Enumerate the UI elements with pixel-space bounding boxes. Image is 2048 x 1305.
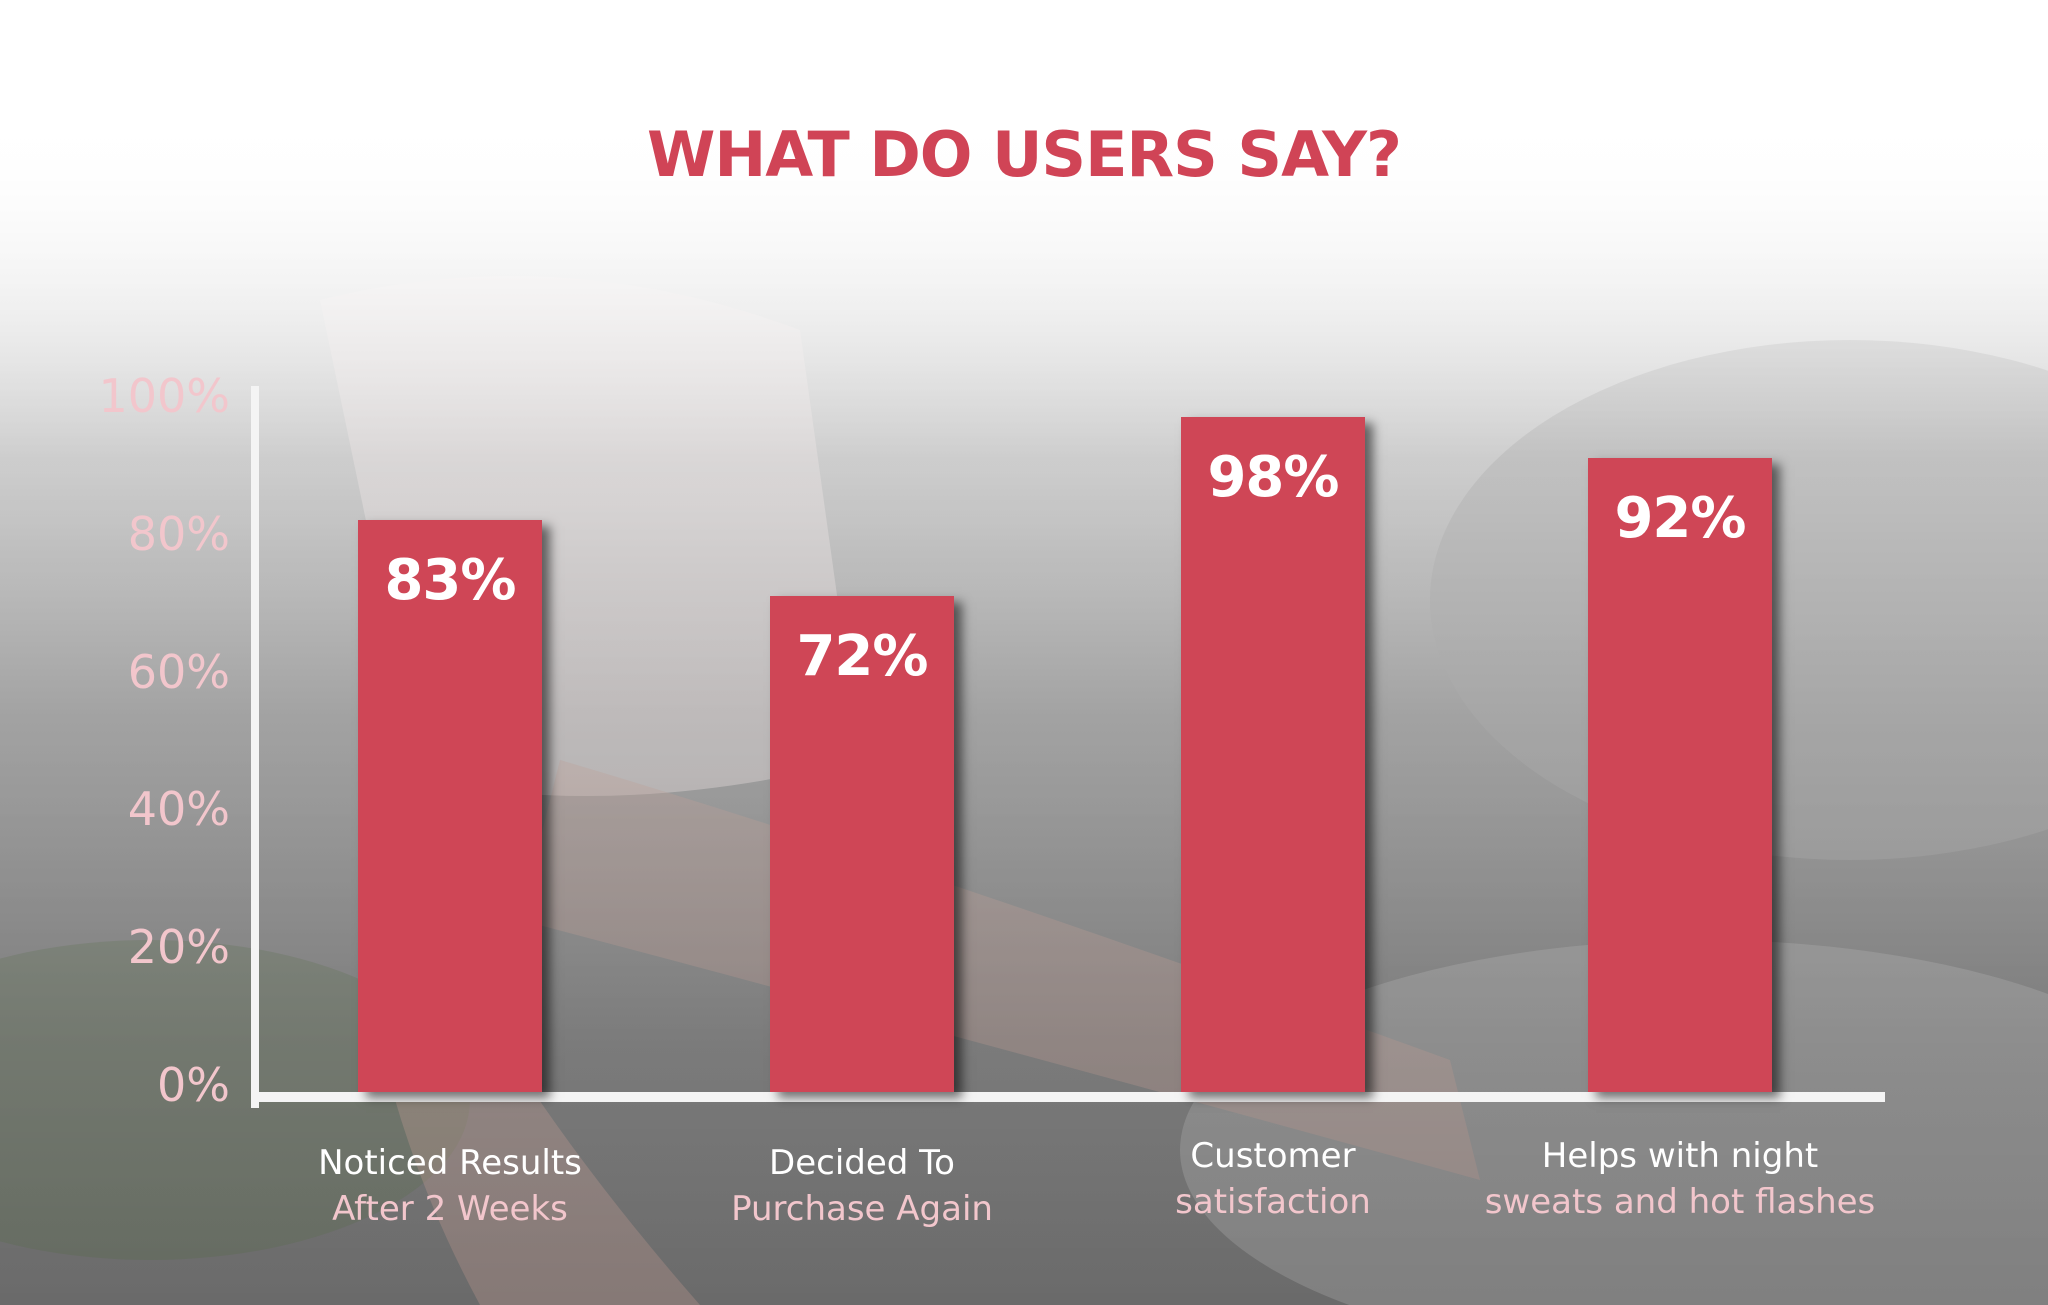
- category-label-line1: Noticed Results: [318, 1143, 582, 1183]
- y-tick-label: 100%: [98, 369, 230, 423]
- chart-title: WHAT DO USERS SAY?: [647, 118, 1402, 191]
- y-tick-label: 60%: [127, 644, 230, 699]
- y-tick-label: 20%: [127, 920, 230, 975]
- category-label-line2: Purchase Again: [731, 1189, 993, 1229]
- y-tick-label: 0%: [157, 1058, 230, 1112]
- category-label-line2: After 2 Weeks: [332, 1189, 568, 1229]
- bar-value-label: 72%: [796, 623, 928, 689]
- category-label-line2: satisfaction: [1175, 1182, 1371, 1222]
- category-label: Customer satisfaction: [1053, 1133, 1493, 1225]
- category-label: Noticed Results After 2 Weeks: [230, 1140, 670, 1232]
- bar-value-label: 98%: [1207, 444, 1339, 510]
- bar: 72%: [770, 595, 954, 1092]
- category-label: Decided To Purchase Again: [642, 1140, 1082, 1232]
- category-label-line1: Customer: [1190, 1136, 1356, 1176]
- category-label-line1: Helps with night: [1541, 1136, 1819, 1176]
- bar: 83%: [358, 520, 542, 1092]
- category-label-line2: sweats and hot flashes: [1484, 1182, 1876, 1222]
- bar: 92%: [1588, 458, 1772, 1092]
- category-label: Helps with night sweats and hot flashes: [1460, 1133, 1900, 1225]
- bar-value-label: 83%: [384, 548, 516, 614]
- bar-value-label: 92%: [1614, 486, 1746, 552]
- x-axis-line: [251, 1092, 1885, 1102]
- y-tick-label: 40%: [127, 782, 230, 837]
- bar: 98%: [1181, 416, 1365, 1092]
- category-label-line1: Decided To: [769, 1143, 955, 1183]
- y-tick-label: 80%: [127, 506, 230, 561]
- y-axis-line: [251, 386, 259, 1108]
